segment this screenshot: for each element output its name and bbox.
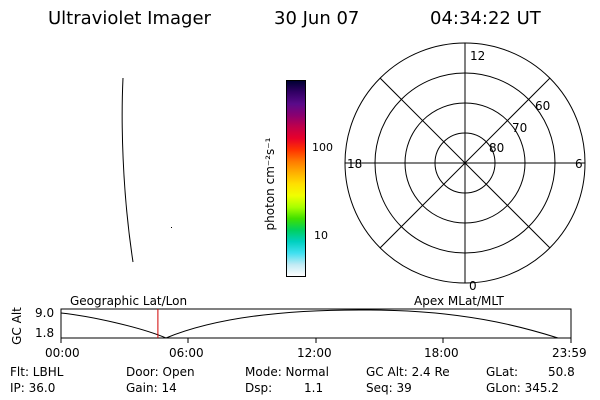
info-flt: Flt: LBHL (10, 365, 64, 379)
x-tick-label-1800: 18:00 (424, 346, 459, 360)
mlt-label-12: 12 (470, 49, 485, 63)
colorbar-tick-100: 100 (312, 141, 333, 154)
colorbar-tick-10: 10 (314, 229, 328, 242)
color-scale-bar (286, 80, 306, 277)
track-right-title: Apex MLat/MLT (414, 294, 504, 308)
instrument-title: Ultraviolet Imager (48, 8, 211, 29)
info-mode: Mode: Normal (245, 365, 329, 379)
lat-label-80: 80 (489, 141, 504, 155)
track-frame (60, 308, 572, 339)
info-door: Door: Open (126, 365, 195, 379)
lat-label-70: 70 (512, 121, 527, 135)
lat-label-60: 60 (535, 99, 550, 113)
info-glat: GLat: (486, 365, 519, 379)
info-seq: Seq: 39 (366, 381, 412, 395)
info-dsp-value: 1.1 (304, 381, 324, 395)
polar-diagonal-2 (379, 77, 551, 249)
mlt-label-0: 0 (469, 279, 477, 293)
earth-limb-curve (121, 77, 134, 263)
altitude-curve (60, 309, 559, 339)
x-tick-label-0600: 06:00 (169, 346, 204, 360)
image-speck (171, 227, 172, 228)
info-gain: Gain: 14 (126, 381, 177, 395)
mlt-label-6: 6 (575, 157, 583, 171)
gc-alt-tick-1-8: 1.8 (35, 326, 55, 340)
info-glat-value: 50.8 (548, 365, 575, 379)
track-left-title: Geographic Lat/Lon (70, 294, 188, 308)
info-glon: GLon: 345.2 (486, 381, 559, 395)
mlt-label-18: 18 (347, 157, 362, 171)
x-tick-label-0000: 00:00 (45, 346, 80, 360)
info-gc-alt: GC Alt: 2.4 Re (366, 365, 450, 379)
date-label: 30 Jun 07 (274, 8, 360, 29)
x-tick-label-1200: 12:00 (297, 346, 332, 360)
info-ip: IP: 36.0 (10, 381, 56, 395)
info-dsp: Dsp: (245, 381, 273, 395)
time-label: 04:34:22 UT (430, 8, 541, 29)
x-tick-label-2359: 23:59 (552, 346, 587, 360)
gc-alt-tick-9: 9.0 (35, 306, 55, 320)
